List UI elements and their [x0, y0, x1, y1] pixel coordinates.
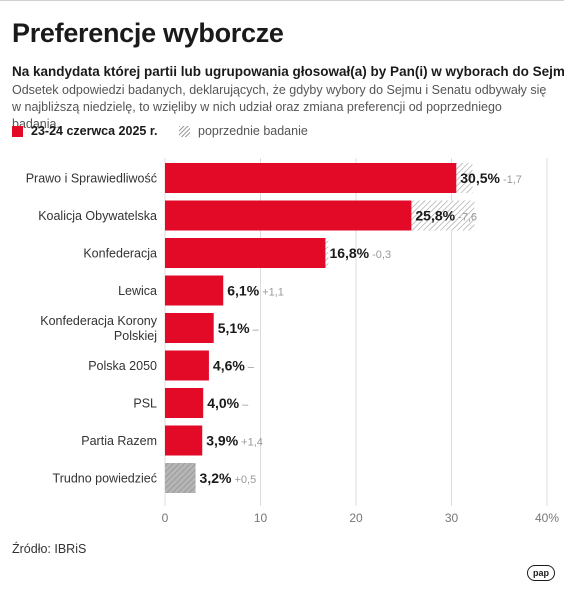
change-label: -1,7 — [503, 174, 522, 186]
page-title: Preferencje wyborcze — [12, 18, 284, 48]
category-label: Konfederacja Korony Polskiej — [40, 314, 157, 343]
value-label: 4,6% — [213, 358, 245, 374]
value-label: 30,5% — [460, 170, 500, 186]
pap-logo: pap — [527, 565, 555, 581]
value-label: 3,2% — [200, 470, 232, 486]
top-rule — [0, 0, 564, 1]
current-bar — [165, 275, 224, 306]
legend-current-label: 23-24 czerwca 2025 r. — [31, 124, 158, 138]
value-label: 16,8% — [329, 245, 369, 261]
x-tick-label: 0 — [162, 511, 169, 525]
change-label: – — [248, 362, 255, 374]
legend-current-swatch — [12, 126, 23, 137]
change-label: +1,1 — [262, 287, 284, 299]
undecided-bar — [165, 463, 196, 493]
x-tick-label: 20 — [349, 511, 363, 525]
value-label: 4,0% — [207, 395, 239, 411]
current-bar — [165, 200, 412, 231]
legend-previous-swatch — [179, 126, 190, 137]
bar-chart: Prawo i Sprawiedliwość 30,5% -1,7 Koalicja … — [26, 158, 559, 525]
category-label: Konfederacja — [83, 247, 157, 261]
current-bar — [165, 350, 209, 381]
category-label: Lewica — [118, 284, 157, 298]
chart-description: Odsetek odpowiedzi badanych, deklarujący… — [12, 82, 552, 133]
x-tick-label: 40% — [535, 511, 559, 525]
current-bar — [165, 238, 326, 268]
value-label: 5,1% — [218, 320, 250, 336]
change-label: -7,6 — [458, 212, 477, 224]
source-note: Źródło: IBRiS — [12, 542, 87, 556]
category-label: Partia Razem — [81, 434, 157, 448]
description-line-2: w najbliższą niedzielę, to wzięliby w ni… — [12, 100, 502, 131]
x-tick-label: 10 — [254, 511, 268, 525]
value-label: 25,8% — [415, 208, 455, 224]
change-label: – — [242, 399, 249, 411]
change-label: +0,5 — [234, 474, 256, 486]
current-bar — [165, 388, 204, 418]
current-bar — [165, 313, 214, 343]
change-label: -0,3 — [372, 249, 391, 261]
current-bar — [165, 425, 203, 456]
value-label: 6,1% — [227, 283, 259, 299]
change-label: – — [253, 324, 260, 336]
legend-previous-label: poprzednie badanie — [198, 124, 308, 138]
category-label: PSL — [133, 397, 157, 411]
category-label: Koalicja Obywatelska — [38, 209, 157, 223]
change-label: +1,4 — [241, 437, 263, 449]
description-line-1: Odsetek odpowiedzi badanych, deklarujący… — [12, 83, 547, 97]
category-label: Prawo i Sprawiedliwość — [26, 172, 157, 186]
value-label: 3,9% — [206, 433, 238, 449]
category-label: Polska 2050 — [88, 359, 157, 373]
category-label: Trudno powiedzieć — [53, 472, 157, 486]
current-bar — [165, 163, 457, 193]
chart-subtitle: Na kandydata której partii lub ugrupowan… — [12, 64, 564, 79]
x-tick-label: 30 — [445, 511, 459, 525]
